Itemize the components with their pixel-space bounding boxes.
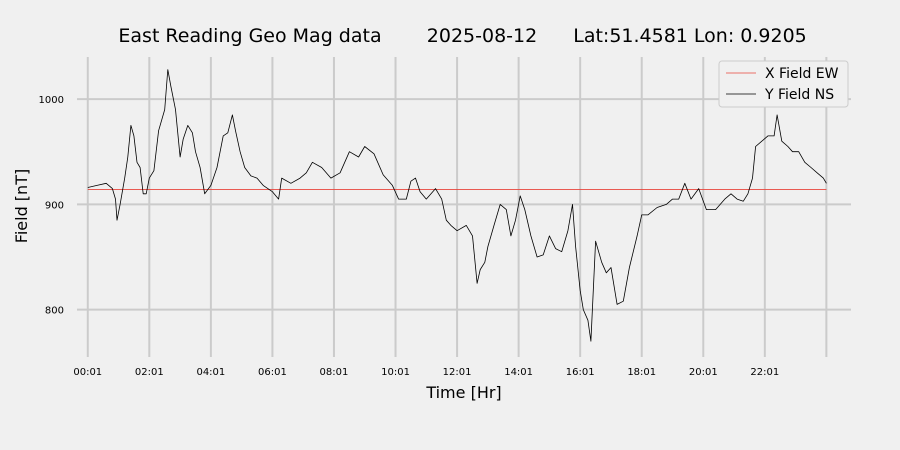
x-tick-label: 08:01 [320,367,349,378]
chart-location: Lat:51.4581 Lon: 0.9205 [573,25,807,47]
x-tick-label: 22:01 [750,367,779,378]
x-tick-label: 12:01 [443,367,472,378]
x-tick-label: 18:01 [627,367,656,378]
x-tick-label: 04:01 [196,367,225,378]
legend-label-x-field: X Field EW [765,66,839,82]
legend: X Field EW Y Field NS [718,60,849,108]
series-layer [87,69,827,342]
legend-label-y-field: Y Field NS [764,87,834,103]
x-tick-label: 06:01 [258,367,287,378]
x-tick-label: 00:01 [73,367,102,378]
legend-box [718,60,849,108]
x-tick-label: 14:01 [504,367,533,378]
y-axis-label: Field [nT] [12,169,31,243]
y-tick-label: 900 [45,200,64,211]
grid-layer [77,57,851,357]
series-y-field-ns [87,69,827,342]
x-tick-label: 16:01 [566,367,595,378]
tick-labels: 00:01 02:01 04:01 06:01 08:01 10:01 12:01 14:01… [39,95,780,378]
x-tick-label: 02:01 [135,367,164,378]
chart-title: East Reading Geo Mag data [118,25,381,47]
y-tick-label: 800 [45,306,64,317]
x-axis-label: Time [Hr] [425,383,501,402]
y-tick-label: 1000 [39,95,64,106]
x-tick-label: 10:01 [381,367,410,378]
x-tick-label: 20:01 [689,367,718,378]
chart-date: 2025-08-12 [427,25,537,47]
chart-title-group: East Reading Geo Mag data 2025-08-12 Lat… [118,25,806,47]
